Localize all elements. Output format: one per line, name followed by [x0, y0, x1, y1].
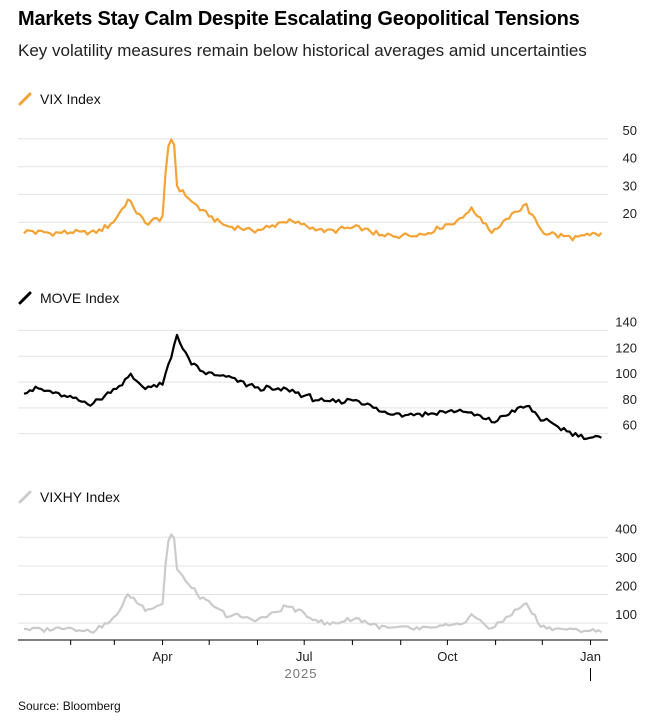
- y-tick-label-1-0: 60: [623, 418, 637, 433]
- chart-subtitle: Key volatility measures remain below his…: [18, 41, 587, 60]
- year-label: 2025: [285, 666, 318, 681]
- x-tick-label-0: Apr: [152, 649, 173, 664]
- y-tick-label-2-0: 100: [615, 607, 637, 622]
- legend-move-label: MOVE Index: [40, 290, 120, 306]
- chart-title: Markets Stay Calm Despite Escalating Geo…: [18, 8, 580, 30]
- legend-vix-label: VIX Index: [40, 91, 101, 107]
- y-tick-label-1-4: 140: [615, 314, 637, 329]
- legend-move-swatch: [18, 291, 32, 305]
- y-tick-label-1-1: 80: [623, 392, 637, 407]
- y-tick-label-0-2: 40: [623, 151, 637, 166]
- series-line-2: [23, 533, 603, 634]
- source-note: Source: Bloomberg: [18, 699, 121, 713]
- y-tick-label-1-2: 100: [615, 366, 637, 381]
- legend-vixhy-swatch: [18, 490, 32, 504]
- y-tick-label-2-2: 300: [615, 550, 637, 565]
- x-tick-label-3: Jan: [580, 649, 601, 664]
- legend-vix-swatch: [18, 92, 32, 106]
- y-tick-label-0-3: 50: [623, 123, 637, 138]
- legend-vix: VIX Index: [18, 91, 101, 107]
- y-tick-label-0-1: 30: [623, 178, 637, 193]
- series-line-0: [23, 138, 603, 242]
- x-tick-label-2: Oct: [437, 649, 458, 664]
- series-line-1: [23, 333, 602, 441]
- y-tick-label-0-0: 20: [623, 206, 637, 221]
- legend-vixhy: VIXHY Index: [18, 489, 120, 505]
- y-tick-label-1-3: 120: [615, 340, 637, 355]
- legend-vixhy-label: VIXHY Index: [40, 489, 120, 505]
- x-tick-label-1: Jul: [296, 649, 313, 664]
- y-tick-label-2-3: 400: [615, 521, 637, 536]
- y-tick-label-2-1: 200: [615, 579, 637, 594]
- legend-move: MOVE Index: [18, 290, 119, 306]
